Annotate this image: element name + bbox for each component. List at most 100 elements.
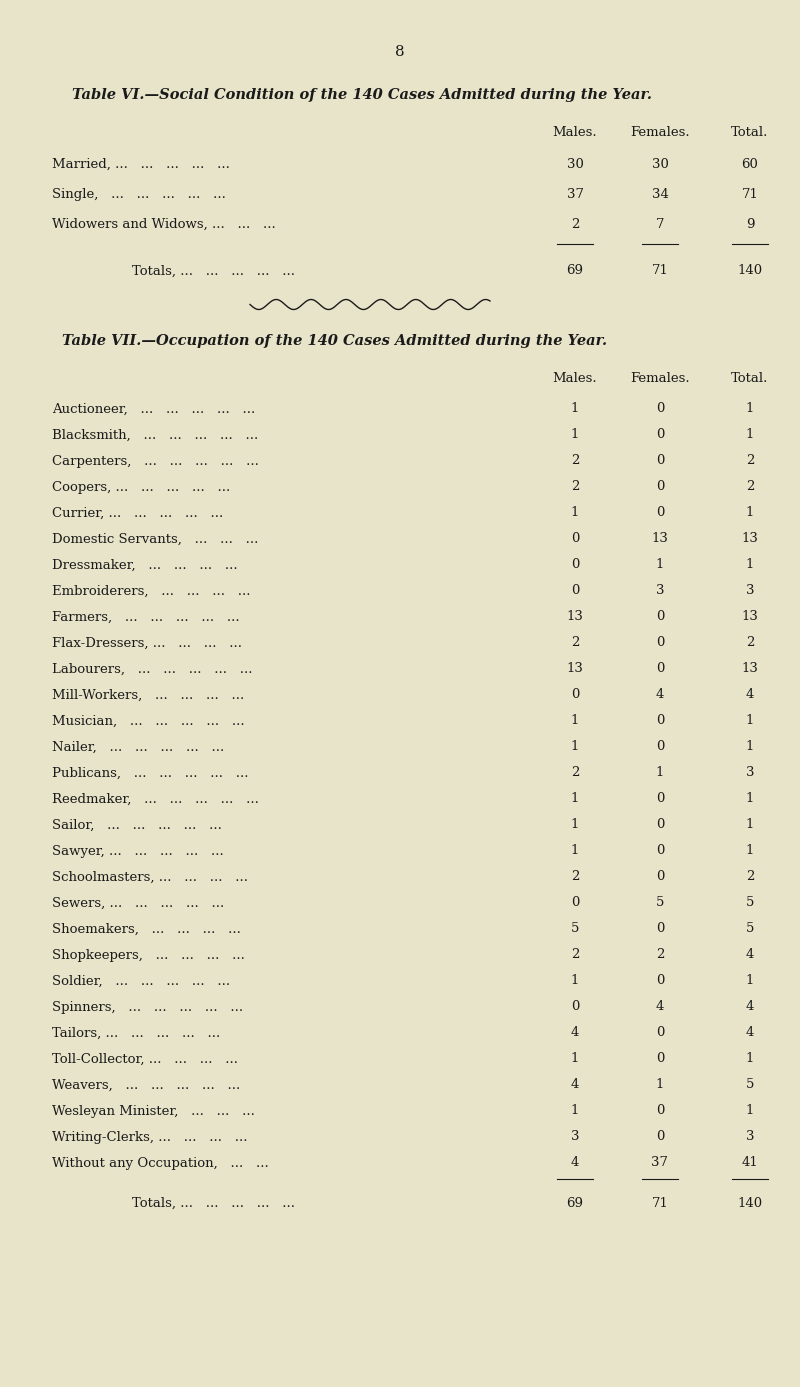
Text: 2: 2 [746,637,754,649]
Text: 5: 5 [656,896,664,910]
Text: 2: 2 [571,455,579,467]
Text: Labourers,   ...   ...   ...   ...   ...: Labourers, ... ... ... ... ... [52,663,253,675]
Text: 13: 13 [566,610,583,624]
Text: Females.: Females. [630,373,690,386]
Text: 4: 4 [746,1000,754,1014]
Text: 13: 13 [742,663,758,675]
Text: Writing-Clerks, ...   ...   ...   ...: Writing-Clerks, ... ... ... ... [52,1130,247,1143]
Text: 0: 0 [656,429,664,441]
Text: 2: 2 [746,455,754,467]
Text: Sailor,   ...   ...   ...   ...   ...: Sailor, ... ... ... ... ... [52,818,222,831]
Text: 60: 60 [742,158,758,171]
Text: 0: 0 [656,663,664,675]
Text: 0: 0 [656,480,664,494]
Text: 0: 0 [571,896,579,910]
Text: Publicans,   ...   ...   ...   ...   ...: Publicans, ... ... ... ... ... [52,767,249,779]
Text: 0: 0 [571,533,579,545]
Text: 3: 3 [570,1130,579,1143]
Text: 0: 0 [656,1130,664,1143]
Text: 8: 8 [395,44,405,60]
Text: 69: 69 [566,1197,583,1209]
Text: 0: 0 [656,975,664,988]
Text: Total.: Total. [731,373,769,386]
Text: 30: 30 [566,158,583,171]
Text: Carpenters,   ...   ...   ...   ...   ...: Carpenters, ... ... ... ... ... [52,455,259,467]
Text: 0: 0 [656,455,664,467]
Text: 1: 1 [746,1053,754,1065]
Text: 3: 3 [656,584,664,598]
Text: 2: 2 [571,218,579,232]
Text: 5: 5 [746,896,754,910]
Text: 71: 71 [742,189,758,201]
Text: Coopers, ...   ...   ...   ...   ...: Coopers, ... ... ... ... ... [52,480,230,494]
Text: 1: 1 [746,845,754,857]
Text: Schoolmasters, ...   ...   ...   ...: Schoolmasters, ... ... ... ... [52,871,248,884]
Text: 1: 1 [746,818,754,831]
Text: 1: 1 [746,506,754,520]
Text: Totals, ...   ...   ...   ...   ...: Totals, ... ... ... ... ... [132,265,295,277]
Text: 0: 0 [571,584,579,598]
Text: 13: 13 [566,663,583,675]
Text: 1: 1 [746,975,754,988]
Text: Females.: Females. [630,126,690,139]
Text: 1: 1 [746,792,754,806]
Text: 3: 3 [746,767,754,779]
Text: 4: 4 [656,1000,664,1014]
Text: 2: 2 [746,871,754,884]
Text: 0: 0 [656,818,664,831]
Text: 4: 4 [571,1079,579,1092]
Text: Without any Occupation,   ...   ...: Without any Occupation, ... ... [52,1157,269,1169]
Text: 0: 0 [656,610,664,624]
Text: Musician,   ...   ...   ...   ...   ...: Musician, ... ... ... ... ... [52,714,245,728]
Text: 3: 3 [746,584,754,598]
Text: 13: 13 [742,610,758,624]
Text: 1: 1 [746,714,754,728]
Text: 4: 4 [571,1157,579,1169]
Text: Farmers,   ...   ...   ...   ...   ...: Farmers, ... ... ... ... ... [52,610,240,624]
Text: 1: 1 [746,1104,754,1118]
Text: Married, ...   ...   ...   ...   ...: Married, ... ... ... ... ... [52,158,230,171]
Text: 2: 2 [571,949,579,961]
Text: 4: 4 [571,1026,579,1039]
Text: 71: 71 [651,265,669,277]
Text: 9: 9 [746,218,754,232]
Text: 0: 0 [571,1000,579,1014]
Text: Flax-Dressers, ...   ...   ...   ...: Flax-Dressers, ... ... ... ... [52,637,242,649]
Text: Toll-Collector, ...   ...   ...   ...: Toll-Collector, ... ... ... ... [52,1053,238,1065]
Text: Single,   ...   ...   ...   ...   ...: Single, ... ... ... ... ... [52,189,226,201]
Text: 1: 1 [571,429,579,441]
Text: 0: 0 [656,1104,664,1118]
Text: 1: 1 [571,845,579,857]
Text: Tailors, ...   ...   ...   ...   ...: Tailors, ... ... ... ... ... [52,1026,220,1039]
Text: 1: 1 [571,506,579,520]
Text: 0: 0 [571,688,579,702]
Text: 5: 5 [746,1079,754,1092]
Text: 1: 1 [571,1053,579,1065]
Text: Spinners,   ...   ...   ...   ...   ...: Spinners, ... ... ... ... ... [52,1000,243,1014]
Text: 7: 7 [656,218,664,232]
Text: Total.: Total. [731,126,769,139]
Text: 0: 0 [656,871,664,884]
Text: 0: 0 [571,559,579,571]
Text: 1: 1 [656,767,664,779]
Text: Soldier,   ...   ...   ...   ...   ...: Soldier, ... ... ... ... ... [52,975,230,988]
Text: 1: 1 [571,818,579,831]
Text: 1: 1 [571,975,579,988]
Text: 1: 1 [656,559,664,571]
Text: 1: 1 [571,1104,579,1118]
Text: 13: 13 [651,533,669,545]
Text: 37: 37 [566,189,583,201]
Text: 1: 1 [746,559,754,571]
Text: Sewers, ...   ...   ...   ...   ...: Sewers, ... ... ... ... ... [52,896,224,910]
Text: Table VII.—Occupation of the 140 Cases Admitted during the Year.: Table VII.—Occupation of the 140 Cases A… [62,334,607,348]
Text: Widowers and Widows, ...   ...   ...: Widowers and Widows, ... ... ... [52,218,276,232]
Text: 0: 0 [656,402,664,416]
Text: 2: 2 [571,767,579,779]
Text: 30: 30 [651,158,669,171]
Text: 4: 4 [746,949,754,961]
Text: 5: 5 [571,922,579,935]
Text: Dressmaker,   ...   ...   ...   ...: Dressmaker, ... ... ... ... [52,559,238,571]
Text: 37: 37 [651,1157,669,1169]
Text: Shopkeepers,   ...   ...   ...   ...: Shopkeepers, ... ... ... ... [52,949,245,961]
Text: 41: 41 [742,1157,758,1169]
